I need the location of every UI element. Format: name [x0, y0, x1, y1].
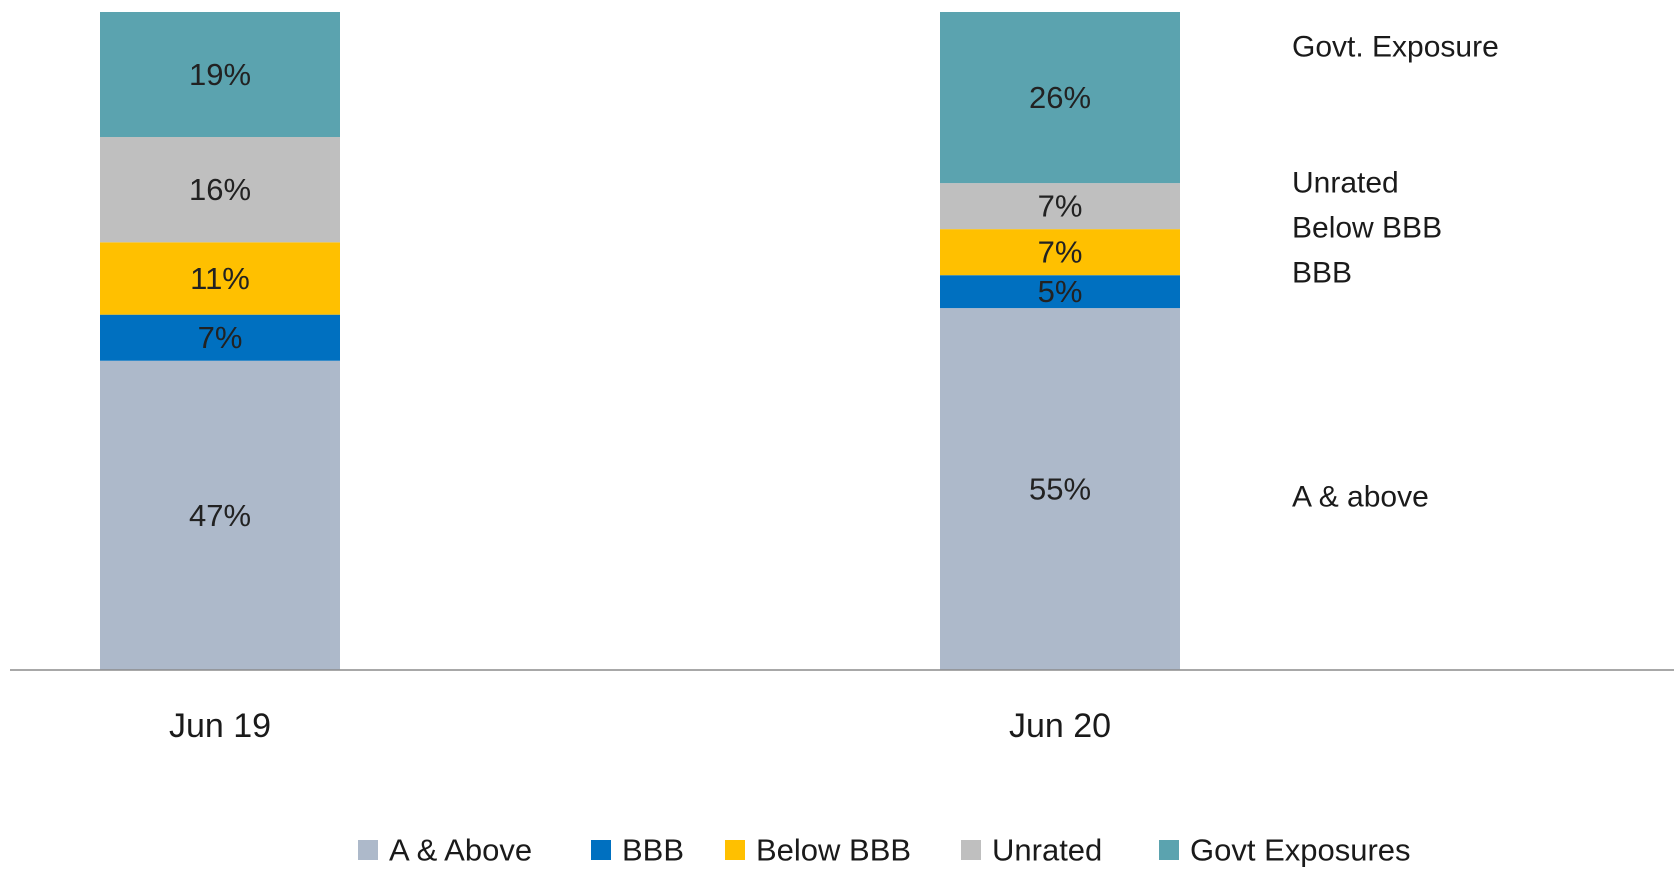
side-annotation-below-bbb: Below BBB — [1292, 212, 1442, 245]
data-label-below-bbb-jun-20: 7% — [1038, 235, 1083, 270]
category-label-jun-19: Jun 19 — [169, 707, 271, 745]
bar-unrated-jun-19 — [100, 137, 340, 243]
bar-govt-exposures-jun-20 — [940, 12, 1180, 184]
legend-swatch-unrated — [961, 840, 981, 860]
data-label-bbb-jun-20: 5% — [1038, 274, 1083, 309]
legend: A & Above BBB Below BBB Unrated Govt Exposur… — [358, 833, 1411, 868]
category-label-jun-20: Jun 20 — [1009, 707, 1111, 745]
legend-swatch-a-and-above — [358, 840, 378, 860]
bar-bbb-jun-20 — [940, 275, 1180, 309]
legend-label-govt-exposures: Govt Exposures — [1190, 833, 1411, 868]
bar-unrated-jun-20 — [940, 183, 1180, 230]
bar-below-bbb-jun-20 — [940, 229, 1180, 276]
legend-swatch-below-bbb — [725, 840, 745, 860]
side-annotations: Govt. Exposure Unrated Below BBB BBB A & abo… — [1292, 31, 1499, 514]
bars-layer: 47% 7% 11% 16% 19% 55% 5% 7% 7% 26% — [100, 12, 1180, 670]
data-label-a-and-above-jun-20: 55% — [1029, 472, 1091, 507]
bar-below-bbb-jun-19 — [100, 242, 340, 315]
bar-a-and-above-jun-20 — [940, 308, 1180, 670]
data-label-below-bbb-jun-19: 11% — [190, 261, 250, 296]
bar-bbb-jun-19 — [100, 314, 340, 361]
data-label-unrated-jun-19: 16% — [189, 172, 251, 207]
category-labels: Jun 19 Jun 20 — [169, 707, 1111, 745]
legend-swatch-govt-exposures — [1159, 840, 1179, 860]
bar-govt-exposures-jun-19 — [100, 12, 340, 138]
data-label-a-and-above-jun-19: 47% — [189, 498, 251, 533]
bar-a-and-above-jun-19 — [100, 360, 340, 670]
legend-swatch-bbb — [591, 840, 611, 860]
legend-label-a-and-above: A & Above — [389, 833, 532, 868]
data-label-govt-exposures-jun-19: 19% — [189, 57, 251, 92]
data-label-unrated-jun-20: 7% — [1038, 189, 1083, 224]
legend-label-bbb: BBB — [622, 833, 684, 868]
legend-label-below-bbb: Below BBB — [756, 833, 911, 868]
data-label-govt-exposures-jun-20: 26% — [1029, 80, 1091, 115]
side-annotation-a-and-above: A & above — [1292, 481, 1429, 514]
data-label-bbb-jun-19: 7% — [198, 320, 243, 355]
side-annotation-bbb: BBB — [1292, 257, 1352, 290]
legend-label-unrated: Unrated — [992, 833, 1102, 868]
side-annotation-govt-exposure: Govt. Exposure — [1292, 31, 1499, 64]
side-annotation-unrated: Unrated — [1292, 167, 1399, 200]
